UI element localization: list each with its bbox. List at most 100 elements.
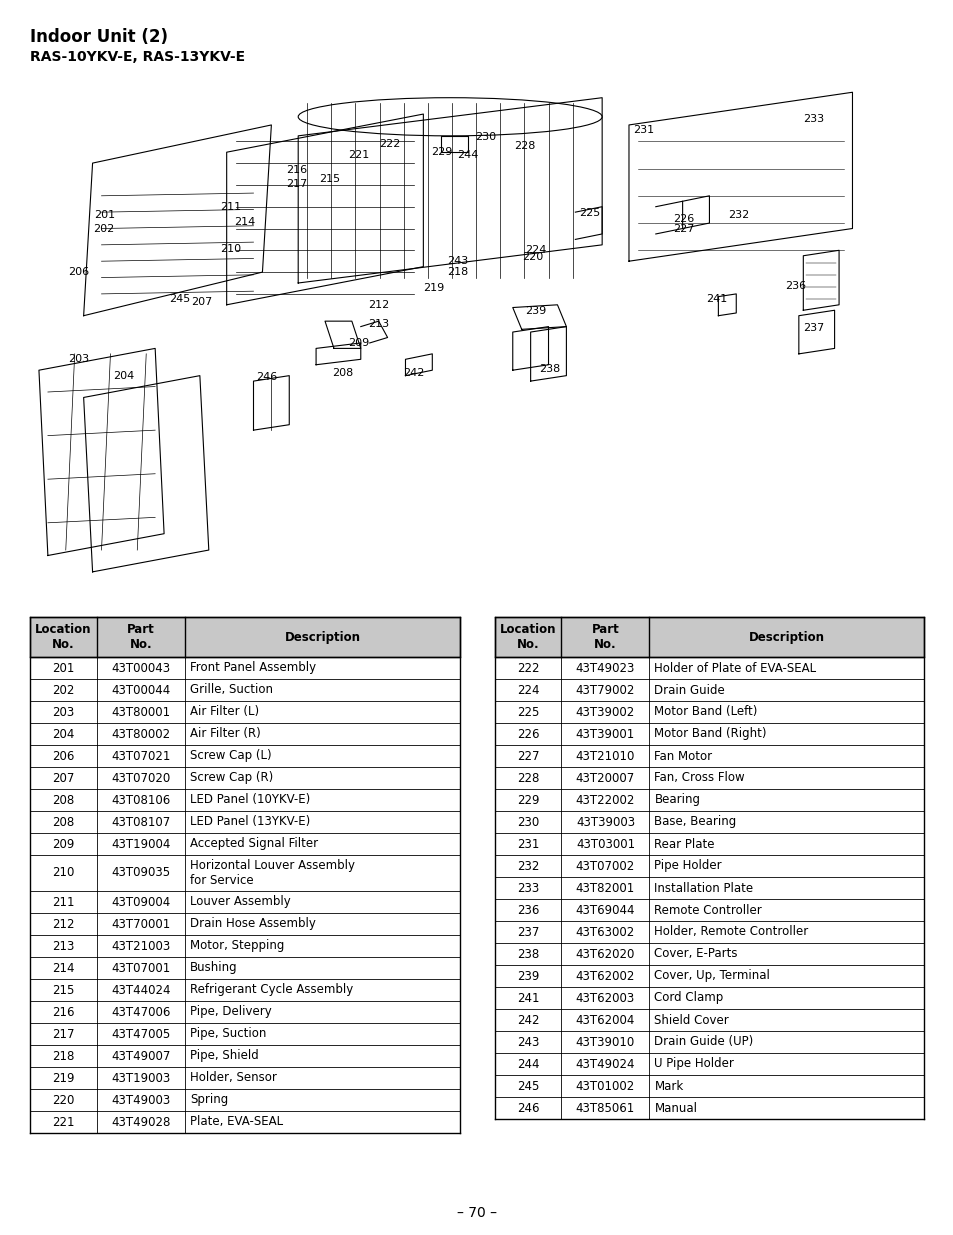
Text: Description: Description: [748, 631, 823, 643]
Text: 216: 216: [52, 1005, 74, 1019]
Text: Cover, E-Parts: Cover, E-Parts: [654, 947, 738, 961]
Text: 217: 217: [52, 1028, 74, 1041]
Text: Cover, Up, Terminal: Cover, Up, Terminal: [654, 969, 769, 983]
Text: Motor, Stepping: Motor, Stepping: [190, 940, 284, 952]
Text: 203: 203: [69, 354, 90, 364]
Text: 222: 222: [517, 662, 539, 674]
Text: 245: 245: [517, 1079, 538, 1093]
Text: 245: 245: [170, 294, 191, 304]
Text: 232: 232: [517, 860, 538, 872]
Text: 208: 208: [332, 368, 354, 378]
Text: Grille, Suction: Grille, Suction: [190, 683, 273, 697]
Text: Holder of Plate of EVA-SEAL: Holder of Plate of EVA-SEAL: [654, 662, 816, 674]
Text: 238: 238: [517, 947, 538, 961]
Text: Drain Guide: Drain Guide: [654, 683, 724, 697]
Text: 43T49023: 43T49023: [576, 662, 635, 674]
Text: 43T62002: 43T62002: [576, 969, 635, 983]
Text: Spring: Spring: [190, 1093, 228, 1107]
Text: 212: 212: [52, 918, 74, 930]
Text: Air Filter (L): Air Filter (L): [190, 705, 258, 719]
Text: 213: 213: [52, 940, 74, 952]
Text: 211: 211: [219, 201, 240, 211]
Bar: [495, 618, 923, 657]
Text: Holder, Remote Controller: Holder, Remote Controller: [654, 925, 808, 939]
Text: 210: 210: [52, 867, 74, 879]
Text: 236: 236: [517, 904, 538, 916]
Text: 43T08107: 43T08107: [111, 815, 171, 829]
Text: 221: 221: [52, 1115, 74, 1129]
Text: 230: 230: [517, 815, 538, 829]
Text: 43T21010: 43T21010: [576, 750, 635, 762]
Text: LED Panel (13YKV-E): LED Panel (13YKV-E): [190, 815, 310, 829]
Text: 239: 239: [517, 969, 538, 983]
Text: 226: 226: [517, 727, 539, 741]
Text: 238: 238: [538, 363, 559, 373]
Text: Drain Hose Assembly: Drain Hose Assembly: [190, 918, 315, 930]
Text: 231: 231: [632, 126, 653, 136]
Text: 207: 207: [52, 772, 74, 784]
Text: 244: 244: [517, 1057, 539, 1071]
Text: Part
No.: Part No.: [591, 622, 618, 651]
Text: Manual: Manual: [654, 1102, 697, 1114]
Text: Motor Band (Left): Motor Band (Left): [654, 705, 757, 719]
Text: 242: 242: [517, 1014, 539, 1026]
Text: 201: 201: [93, 210, 114, 220]
Text: Indoor Unit (2): Indoor Unit (2): [30, 28, 168, 46]
Text: 227: 227: [672, 224, 694, 233]
Text: 43T49024: 43T49024: [575, 1057, 635, 1071]
Text: RAS-10YKV-E, RAS-13YKV-E: RAS-10YKV-E, RAS-13YKV-E: [30, 49, 245, 64]
Text: 203: 203: [52, 705, 74, 719]
Text: 206: 206: [69, 267, 90, 277]
Text: 208: 208: [52, 794, 74, 806]
Text: 43T49003: 43T49003: [111, 1093, 171, 1107]
Text: 43T19003: 43T19003: [111, 1072, 171, 1084]
Text: 43T80001: 43T80001: [112, 705, 170, 719]
Text: 215: 215: [318, 174, 339, 184]
Text: 43T09035: 43T09035: [112, 867, 170, 879]
Text: 229: 229: [431, 147, 453, 157]
Text: U Pipe Holder: U Pipe Holder: [654, 1057, 734, 1071]
Text: 43T80002: 43T80002: [112, 727, 170, 741]
Text: Base, Bearing: Base, Bearing: [654, 815, 736, 829]
Text: Plate, EVA-SEAL: Plate, EVA-SEAL: [190, 1115, 283, 1129]
Text: 201: 201: [52, 662, 74, 674]
Text: 43T19004: 43T19004: [111, 837, 171, 851]
Text: 231: 231: [517, 837, 538, 851]
Text: 43T62003: 43T62003: [576, 992, 635, 1004]
Text: Location
No.: Location No.: [499, 622, 556, 651]
Text: Remote Controller: Remote Controller: [654, 904, 761, 916]
Text: 228: 228: [513, 141, 535, 151]
Text: 43T07020: 43T07020: [111, 772, 171, 784]
Text: 220: 220: [521, 252, 542, 262]
Text: 229: 229: [517, 794, 539, 806]
Text: 43T49007: 43T49007: [111, 1050, 171, 1062]
Text: Accepted Signal Filter: Accepted Signal Filter: [190, 837, 317, 851]
Text: 214: 214: [233, 217, 254, 227]
Text: Air Filter (R): Air Filter (R): [190, 727, 260, 741]
Text: Holder, Sensor: Holder, Sensor: [190, 1072, 276, 1084]
Text: 241: 241: [517, 992, 539, 1004]
Text: 43T00044: 43T00044: [111, 683, 171, 697]
Text: 43T09004: 43T09004: [111, 895, 171, 909]
Text: 43T63002: 43T63002: [576, 925, 635, 939]
Text: Shield Cover: Shield Cover: [654, 1014, 728, 1026]
Text: Mark: Mark: [654, 1079, 683, 1093]
Text: 246: 246: [256, 372, 277, 382]
Text: 43T69044: 43T69044: [575, 904, 635, 916]
Text: 43T49028: 43T49028: [111, 1115, 171, 1129]
Text: 214: 214: [52, 962, 74, 974]
Text: 237: 237: [802, 322, 823, 332]
Text: for Service: for Service: [190, 874, 253, 888]
Text: 232: 232: [727, 210, 749, 220]
Text: 202: 202: [93, 224, 114, 233]
Text: 225: 225: [578, 209, 599, 219]
Text: 239: 239: [525, 306, 546, 316]
Text: Screw Cap (R): Screw Cap (R): [190, 772, 273, 784]
Text: 210: 210: [219, 243, 240, 253]
Text: 43T21003: 43T21003: [111, 940, 171, 952]
Text: 221: 221: [348, 151, 369, 161]
Text: 43T79002: 43T79002: [576, 683, 635, 697]
Text: 43T20007: 43T20007: [576, 772, 635, 784]
Text: Part
No.: Part No.: [127, 622, 154, 651]
Text: 43T07021: 43T07021: [111, 750, 171, 762]
